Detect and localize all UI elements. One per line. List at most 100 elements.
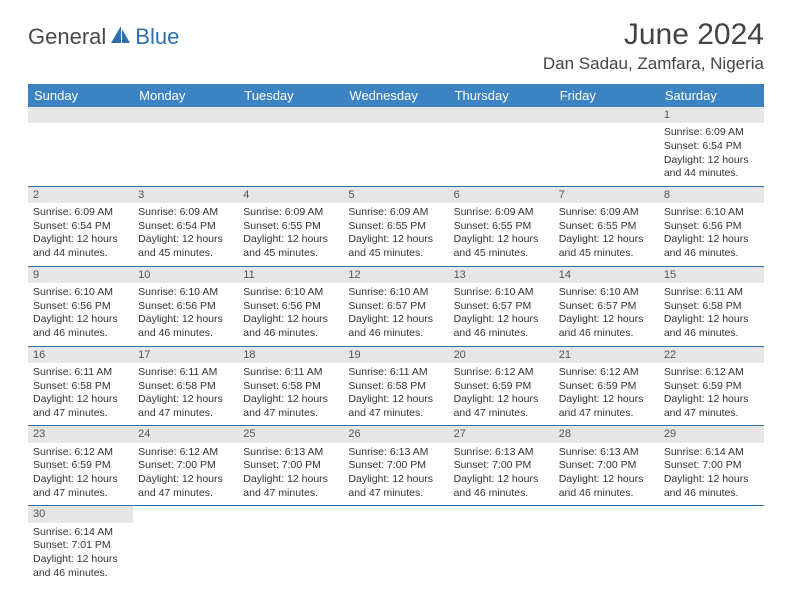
day-cell: 16Sunrise: 6:11 AMSunset: 6:58 PMDayligh… <box>28 346 133 426</box>
daylight-text: and 46 minutes. <box>454 327 549 341</box>
day-cell <box>28 107 133 186</box>
sunrise-text: Sunrise: 6:13 AM <box>559 446 654 460</box>
sunset-text: Sunset: 6:59 PM <box>33 459 128 473</box>
sunrise-text: Sunrise: 6:09 AM <box>138 206 233 220</box>
daylight-text: and 45 minutes. <box>348 247 443 261</box>
brand-text-general: General <box>28 24 106 50</box>
day-number: 3 <box>133 187 238 203</box>
week-row: 16 Sunrise: 6:11 AM Sunset: 6:58 PM Dayligh… <box>28 346 764 426</box>
daylight-text: Daylight: 12 hours <box>348 313 443 327</box>
day-number: 23 <box>28 426 133 442</box>
day-cell: 29Sunrise: 6:14 AMSunset: 7:00 PMDayligh… <box>659 426 764 506</box>
daylight-text: Daylight: 12 hours <box>33 473 128 487</box>
week-row: 30Sunrise: 6:14 AMSunset: 7:01 PMDayligh… <box>28 506 764 585</box>
day-number: 10 <box>133 267 238 283</box>
daylight-text: and 45 minutes. <box>243 247 338 261</box>
sunset-text: Sunset: 6:58 PM <box>138 380 233 394</box>
week-row: 2Sunrise: 6:09 AMSunset: 6:54 PMDaylight… <box>28 186 764 266</box>
sunrise-text: Sunrise: 6:11 AM <box>243 366 338 380</box>
day-number: 18 <box>238 347 343 363</box>
daylight-text: Daylight: 12 hours <box>33 233 128 247</box>
day-cell <box>238 506 343 585</box>
day-number: 27 <box>449 426 554 442</box>
daylight-text: Daylight: 12 hours <box>664 313 759 327</box>
day-number: 14 <box>554 267 659 283</box>
day-number: 4 <box>238 187 343 203</box>
title-block: June 2024 Dan Sadau, Zamfara, Nigeria <box>543 18 764 74</box>
day-cell: 7Sunrise: 6:09 AMSunset: 6:55 PMDaylight… <box>554 186 659 266</box>
sunset-text: Sunset: 6:58 PM <box>348 380 443 394</box>
daylight-text: and 47 minutes. <box>348 487 443 501</box>
day-cell: 17Sunrise: 6:11 AMSunset: 6:58 PMDayligh… <box>133 346 238 426</box>
day-number: 30 <box>28 506 133 522</box>
daylight-text: and 47 minutes. <box>664 407 759 421</box>
daylight-text: Daylight: 12 hours <box>664 154 759 168</box>
sunrise-text: Sunrise: 6:12 AM <box>138 446 233 460</box>
day-number: 11 <box>238 267 343 283</box>
daylight-text: Daylight: 12 hours <box>559 473 654 487</box>
empty-daynum <box>449 107 554 123</box>
day-cell: 18Sunrise: 6:11 AMSunset: 6:58 PMDayligh… <box>238 346 343 426</box>
day-number: 22 <box>659 347 764 363</box>
daylight-text: and 46 minutes. <box>243 327 338 341</box>
sunset-text: Sunset: 6:54 PM <box>33 220 128 234</box>
sunrise-text: Sunrise: 6:10 AM <box>138 286 233 300</box>
day-cell: 28Sunrise: 6:13 AMSunset: 7:00 PMDayligh… <box>554 426 659 506</box>
day-cell: 11Sunrise: 6:10 AMSunset: 6:56 PMDayligh… <box>238 266 343 346</box>
sunrise-text: Sunrise: 6:12 AM <box>559 366 654 380</box>
sunrise-text: Sunrise: 6:09 AM <box>559 206 654 220</box>
sunrise-text: Sunrise: 6:10 AM <box>33 286 128 300</box>
sunrise-text: Sunrise: 6:09 AM <box>454 206 549 220</box>
sunset-text: Sunset: 6:57 PM <box>454 300 549 314</box>
daylight-text: and 47 minutes. <box>559 407 654 421</box>
day-cell: 15Sunrise: 6:11 AMSunset: 6:58 PMDayligh… <box>659 266 764 346</box>
sunrise-text: Sunrise: 6:10 AM <box>664 206 759 220</box>
sunrise-text: Sunrise: 6:14 AM <box>33 526 128 540</box>
sunset-text: Sunset: 7:00 PM <box>243 459 338 473</box>
daylight-text: Daylight: 12 hours <box>33 393 128 407</box>
weekday-header: Wednesday <box>343 84 448 107</box>
weekday-header: Monday <box>133 84 238 107</box>
daylight-text: and 44 minutes. <box>33 247 128 261</box>
daylight-text: and 47 minutes. <box>243 407 338 421</box>
day-number: 25 <box>238 426 343 442</box>
daylight-text: Daylight: 12 hours <box>664 393 759 407</box>
daylight-text: Daylight: 12 hours <box>243 233 338 247</box>
sunrise-text: Sunrise: 6:10 AM <box>348 286 443 300</box>
weekday-header: Sunday <box>28 84 133 107</box>
week-row: 9Sunrise: 6:10 AMSunset: 6:56 PMDaylight… <box>28 266 764 346</box>
day-number: 17 <box>133 347 238 363</box>
weekday-header-row: Sunday Monday Tuesday Wednesday Thursday… <box>28 84 764 107</box>
day-number: 16 <box>28 347 133 363</box>
day-number: 2 <box>28 187 133 203</box>
day-cell: 20Sunrise: 6:12 AMSunset: 6:59 PMDayligh… <box>449 346 554 426</box>
day-number: 8 <box>659 187 764 203</box>
day-cell: 12Sunrise: 6:10 AMSunset: 6:57 PMDayligh… <box>343 266 448 346</box>
daylight-text: and 46 minutes. <box>138 327 233 341</box>
sunset-text: Sunset: 6:54 PM <box>664 140 759 154</box>
daylight-text: Daylight: 12 hours <box>138 313 233 327</box>
day-cell: 1Sunrise: 6:09 AMSunset: 6:54 PMDaylight… <box>659 107 764 186</box>
day-cell: 19Sunrise: 6:11 AMSunset: 6:58 PMDayligh… <box>343 346 448 426</box>
day-cell: 23Sunrise: 6:12 AMSunset: 6:59 PMDayligh… <box>28 426 133 506</box>
sunset-text: Sunset: 6:55 PM <box>348 220 443 234</box>
daylight-text: and 47 minutes. <box>454 407 549 421</box>
day-cell <box>343 506 448 585</box>
sunset-text: Sunset: 7:00 PM <box>664 459 759 473</box>
sunrise-text: Sunrise: 6:13 AM <box>454 446 549 460</box>
day-number: 5 <box>343 187 448 203</box>
day-number: 26 <box>343 426 448 442</box>
day-cell: 6Sunrise: 6:09 AMSunset: 6:55 PMDaylight… <box>449 186 554 266</box>
day-cell <box>554 506 659 585</box>
sunrise-text: Sunrise: 6:13 AM <box>243 446 338 460</box>
day-number: 29 <box>659 426 764 442</box>
day-cell: 13Sunrise: 6:10 AMSunset: 6:57 PMDayligh… <box>449 266 554 346</box>
brand-text-blue: Blue <box>135 24 179 50</box>
day-cell <box>238 107 343 186</box>
sunset-text: Sunset: 6:57 PM <box>559 300 654 314</box>
day-cell: 4Sunrise: 6:09 AMSunset: 6:55 PMDaylight… <box>238 186 343 266</box>
empty-daynum <box>343 107 448 123</box>
sunrise-text: Sunrise: 6:14 AM <box>664 446 759 460</box>
day-cell: 10Sunrise: 6:10 AMSunset: 6:56 PMDayligh… <box>133 266 238 346</box>
day-cell: 5Sunrise: 6:09 AMSunset: 6:55 PMDaylight… <box>343 186 448 266</box>
